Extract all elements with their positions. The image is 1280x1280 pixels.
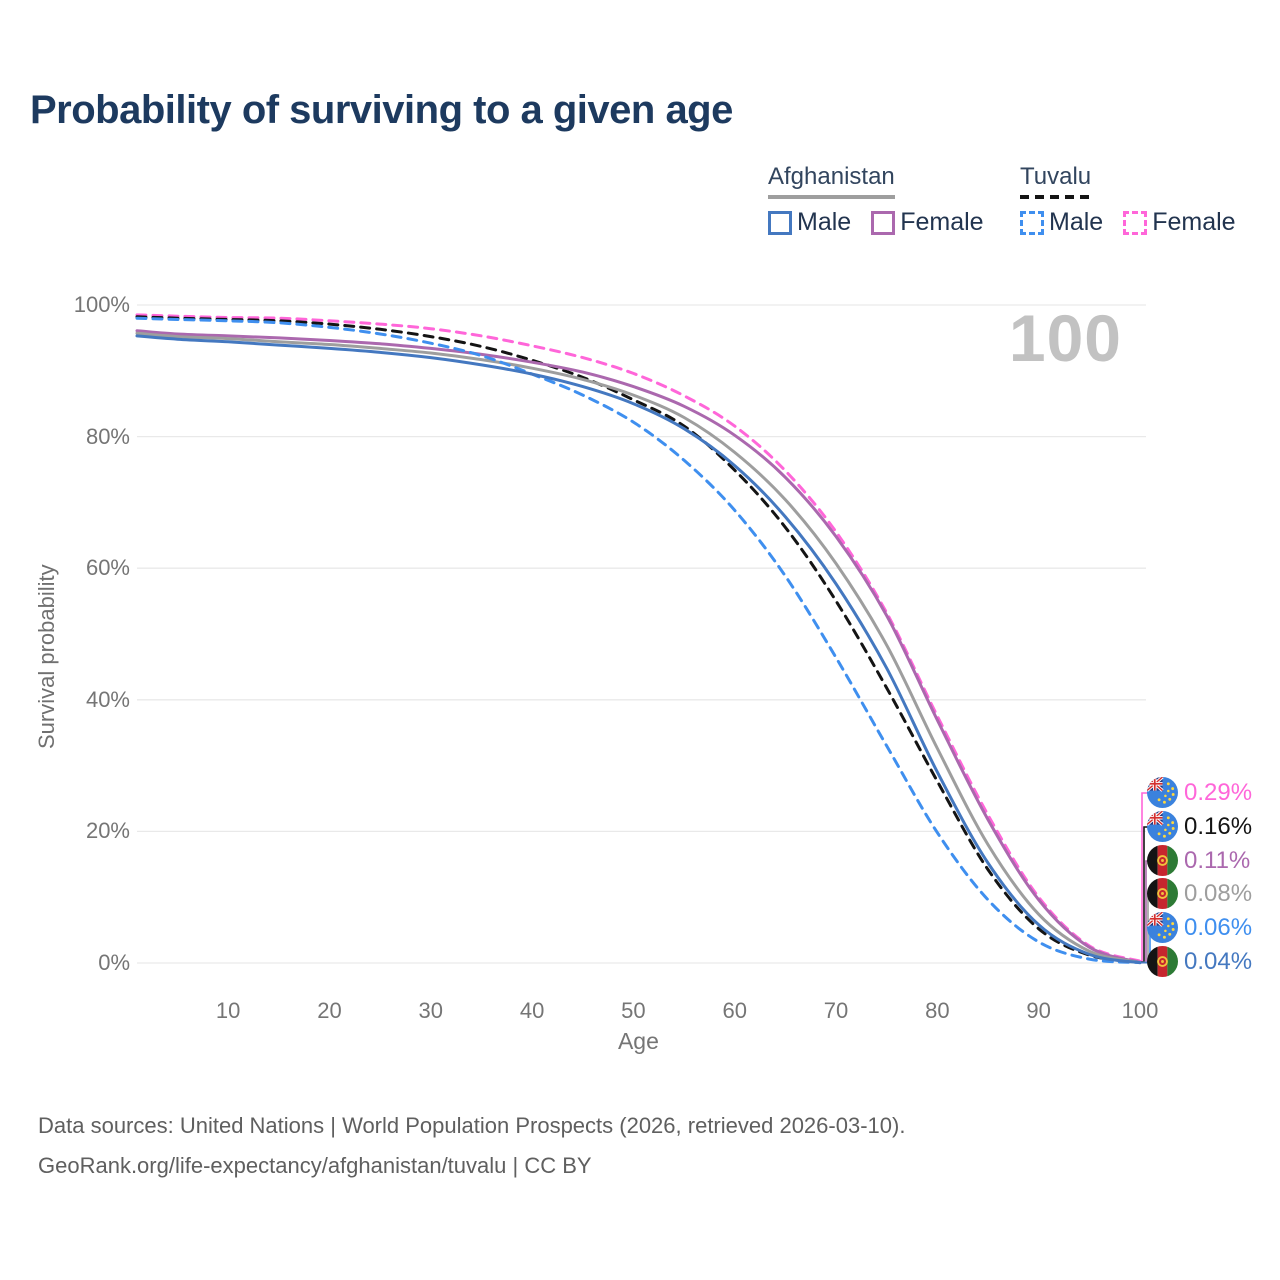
legend-item-label: Female: [900, 208, 984, 236]
x-tick-label: 60: [722, 998, 747, 1023]
legend-item-label: Male: [797, 208, 852, 236]
x-tick-label: 100: [1121, 998, 1159, 1023]
tuvalu-flag-icon: [1147, 912, 1178, 943]
x-tick-label: 20: [317, 998, 342, 1023]
end-label-tuvalu[interactable]: 0.16%: [1147, 811, 1252, 842]
end-label-tuvalu-female[interactable]: 0.29%: [1147, 777, 1252, 808]
legend-solid-line-swatch: [768, 195, 895, 199]
series-line-tuvalu[interactable]: [135, 315, 1142, 964]
end-label-afghanistan-female[interactable]: 0.11%: [1147, 845, 1250, 876]
x-tick-label: 10: [215, 998, 241, 1023]
x-tick-label: 70: [823, 998, 849, 1023]
x-tick-label: 30: [418, 998, 444, 1023]
series-line-tuvalu-male[interactable]: [135, 316, 1142, 965]
x-tick-label: 40: [519, 998, 545, 1023]
x-tick-label: 90: [1026, 998, 1051, 1023]
series-line-afghanistan-female[interactable]: [135, 329, 1142, 964]
legend-swatch: [871, 210, 896, 235]
y-tick-label: 40%: [85, 686, 130, 712]
legend-swatch: [1020, 210, 1044, 235]
afghanistan-flag-icon: [1147, 845, 1178, 876]
y-tick-label: 100%: [73, 292, 130, 317]
end-label-tuvalu-male[interactable]: 0.06%: [1147, 912, 1252, 943]
legend-item-afghanistan-male[interactable]: Male: [768, 208, 851, 237]
legend-item-afghanistan-female[interactable]: Female: [871, 208, 984, 237]
legend-dashed-line-swatch: [1020, 195, 1092, 199]
end-value-label: 0.06%: [1184, 913, 1253, 941]
legend-item-tuvalu-female[interactable]: Female: [1123, 208, 1236, 237]
y-axis-title: Survival probability: [34, 564, 59, 749]
legend-swatch: [1123, 210, 1148, 235]
y-tick-label: 60%: [85, 555, 130, 581]
afghanistan-flag-icon: [1147, 878, 1178, 909]
end-value-label: 0.11%: [1184, 846, 1251, 874]
x-axis-title: Age: [617, 1028, 659, 1054]
end-value-label: 0.08%: [1184, 879, 1253, 907]
legend-country-label[interactable]: Tuvalu: [1020, 163, 1092, 199]
x-tick-label: 50: [621, 998, 646, 1023]
end-value-label: 0.29%: [1184, 778, 1253, 806]
end-label-afghanistan[interactable]: 0.08%: [1147, 878, 1252, 909]
series-line-tuvalu-female[interactable]: [135, 313, 1142, 963]
footer-link[interactable]: GeoRank.org/life-expectancy/afghanistan/…: [38, 1153, 592, 1178]
series-line-afghanistan[interactable]: [135, 331, 1142, 964]
legend-country-label[interactable]: Afghanistan: [768, 163, 895, 199]
age-watermark: 100: [1008, 301, 1122, 375]
tuvalu-flag-icon: [1147, 777, 1178, 808]
legend-item-label: Female: [1152, 208, 1236, 236]
end-label-afghanistan-male[interactable]: 0.04%: [1147, 946, 1252, 977]
legend-group-tuvalu: Tuvalu Male Female: [1020, 163, 1256, 237]
footer: Data sources: United Nations | World Pop…: [38, 1106, 905, 1186]
legend-swatch: [768, 210, 792, 235]
afghanistan-flag-icon: [1147, 946, 1178, 977]
series-line-afghanistan-male[interactable]: [135, 334, 1142, 965]
y-tick-label: 0%: [98, 950, 130, 975]
legend-group-afghanistan: Afghanistan Male Female: [768, 163, 1004, 237]
y-tick-label: 80%: [85, 423, 130, 449]
y-tick-label: 20%: [85, 818, 130, 844]
tuvalu-flag-icon: [1147, 811, 1178, 842]
end-value-label: 0.16%: [1184, 812, 1253, 840]
legend-item-label: Male: [1049, 208, 1104, 236]
footer-data-sources: Data sources: United Nations | World Pop…: [38, 1113, 906, 1138]
end-value-label: 0.04%: [1184, 947, 1253, 975]
x-tick-label: 80: [925, 998, 950, 1023]
legend-item-tuvalu-male[interactable]: Male: [1020, 208, 1103, 237]
chart-title: Probability of surviving to a given age: [30, 88, 733, 132]
